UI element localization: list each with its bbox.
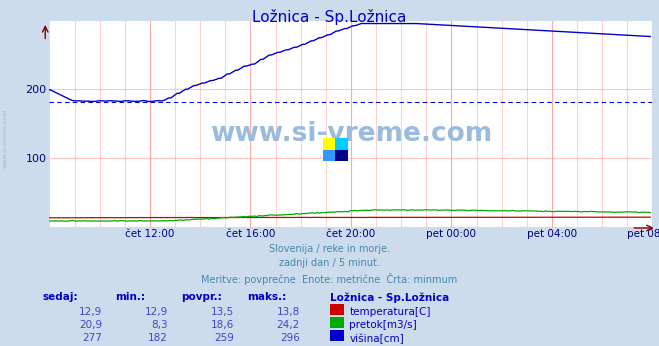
Text: 18,6: 18,6: [211, 320, 234, 330]
Text: višina[cm]: višina[cm]: [349, 333, 404, 344]
Text: Slovenija / reke in morje.: Slovenija / reke in morje.: [269, 244, 390, 254]
Text: 12,9: 12,9: [145, 307, 168, 317]
Text: 8,3: 8,3: [152, 320, 168, 330]
Text: 182: 182: [148, 333, 168, 343]
Text: zadnji dan / 5 minut.: zadnji dan / 5 minut.: [279, 258, 380, 268]
Text: maks.:: maks.:: [247, 292, 287, 302]
Text: 296: 296: [280, 333, 300, 343]
Text: 20,9: 20,9: [79, 320, 102, 330]
Text: Ložnica - Sp.Ložnica: Ložnica - Sp.Ložnica: [252, 9, 407, 25]
Text: 13,8: 13,8: [277, 307, 300, 317]
Text: pretok[m3/s]: pretok[m3/s]: [349, 320, 417, 330]
Text: sedaj:: sedaj:: [43, 292, 78, 302]
Text: www.si-vreme.com: www.si-vreme.com: [3, 109, 8, 168]
Text: Meritve: povprečne  Enote: metrične  Črta: minmum: Meritve: povprečne Enote: metrične Črta:…: [202, 273, 457, 285]
Text: 13,5: 13,5: [211, 307, 234, 317]
Text: 259: 259: [214, 333, 234, 343]
Text: 12,9: 12,9: [79, 307, 102, 317]
Text: www.si-vreme.com: www.si-vreme.com: [210, 121, 492, 147]
Text: min.:: min.:: [115, 292, 146, 302]
Text: povpr.:: povpr.:: [181, 292, 222, 302]
Text: Ložnica - Sp.Ložnica: Ložnica - Sp.Ložnica: [330, 292, 449, 303]
Text: 277: 277: [82, 333, 102, 343]
Text: 24,2: 24,2: [277, 320, 300, 330]
Text: temperatura[C]: temperatura[C]: [349, 307, 431, 317]
